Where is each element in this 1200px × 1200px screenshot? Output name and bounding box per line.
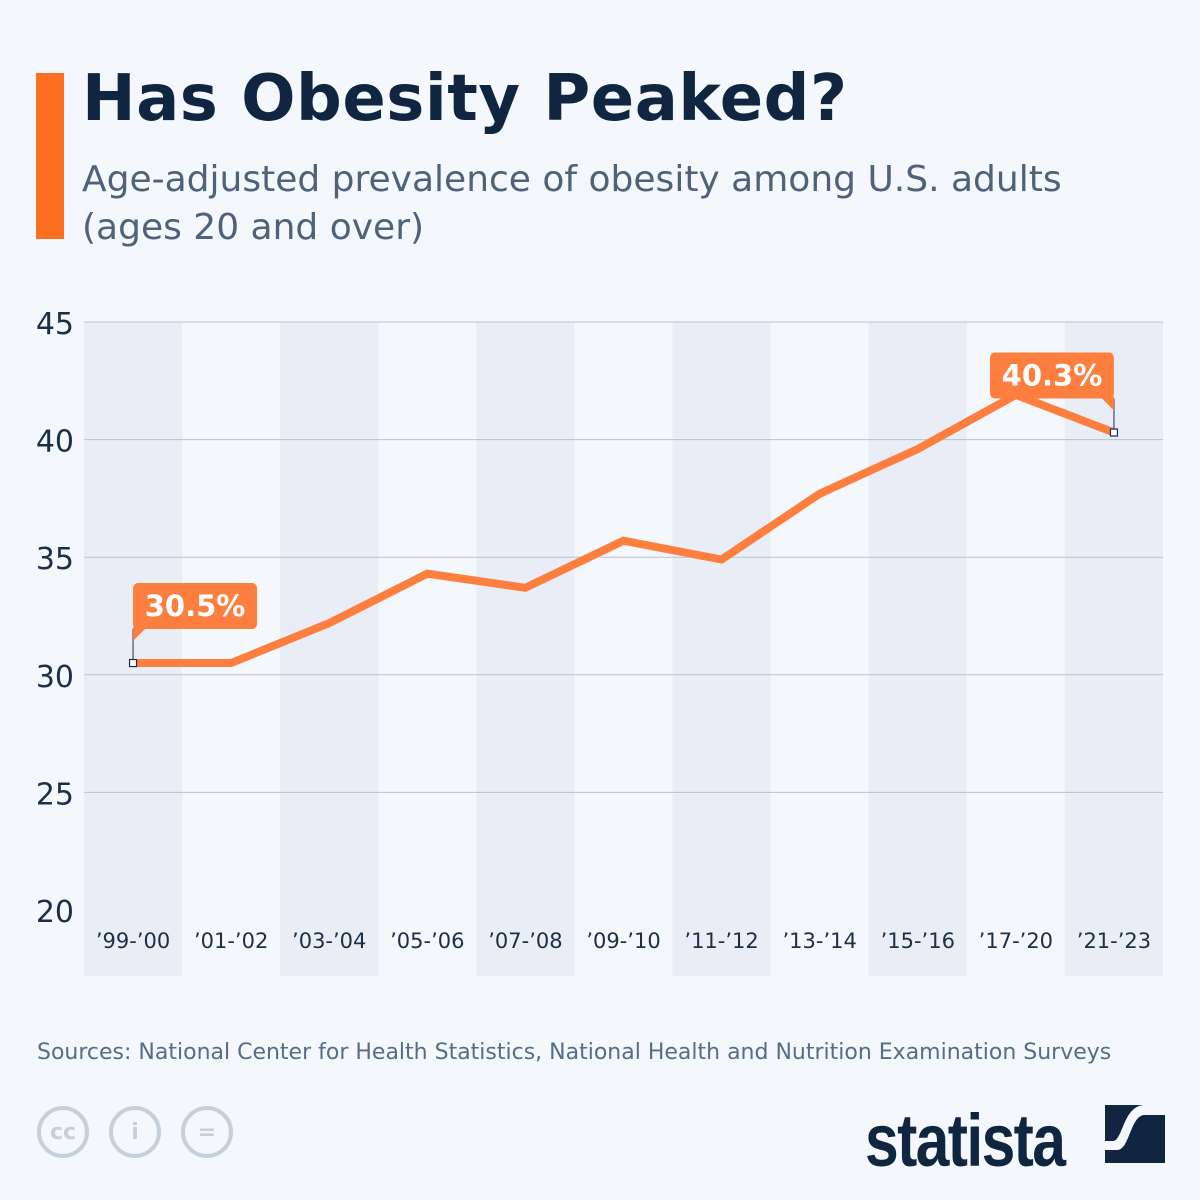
y-tick-label: 25 [36, 777, 74, 812]
statista-logo-mark-icon [1105, 1105, 1165, 1163]
column-band [280, 322, 379, 976]
column-band [868, 322, 967, 976]
column-band [672, 322, 771, 976]
attribution-icon[interactable]: i [109, 1106, 161, 1158]
annotation-box [989, 352, 1114, 399]
page-subtitle: Age-adjusted prevalence of obesity among… [82, 159, 1062, 248]
x-tick-label: ’17-’20 [979, 929, 1053, 953]
annotation-tail [133, 627, 148, 642]
x-tick-label: ’03-’04 [292, 929, 366, 953]
y-tick-label: 35 [36, 542, 74, 577]
y-tick-label: 45 [36, 307, 74, 342]
x-tick-label: ’13-’14 [782, 929, 856, 953]
y-tick-label: 40 [36, 425, 74, 460]
x-tick-label: ’09-’10 [586, 929, 660, 953]
accent-bar [36, 73, 64, 239]
annotation-marker [128, 658, 138, 668]
x-tick-label: ’11-’12 [684, 929, 758, 953]
annotation-tail [1099, 396, 1114, 411]
x-tick-label: ’07-’08 [488, 929, 562, 953]
plot-background [84, 322, 1163, 976]
cc-icon[interactable]: cc [37, 1106, 89, 1158]
source-note: Sources: National Center for Health Stat… [37, 1040, 1112, 1065]
x-tick-label: ’05-’06 [390, 929, 464, 953]
no-derivatives-icon[interactable]: = [181, 1106, 233, 1158]
annotation-label: 30.5% [145, 589, 246, 623]
column-band [476, 322, 575, 976]
statista-logo[interactable]: statista [865, 1099, 1066, 1182]
annotation-marker [1109, 428, 1119, 437]
x-tick-label: ’15-’16 [881, 929, 955, 953]
annotation-label: 40.3% [1002, 359, 1103, 393]
annotation-box [133, 583, 258, 630]
y-tick-label: 20 [36, 895, 74, 930]
page-title: Has Obesity Peaked? [82, 62, 848, 136]
x-tick-label: ’01-’02 [194, 929, 268, 953]
line-chart: 20 25 30 35 40 45 ’99-’00 ’01-’02 ’03-’04 ’05-’06… [36, 307, 1163, 976]
y-tick-label: 30 [36, 660, 74, 695]
x-tick-label: ’99-’00 [96, 929, 170, 953]
x-tick-label: ’21-’23 [1077, 929, 1151, 953]
series-line [133, 390, 1116, 668]
